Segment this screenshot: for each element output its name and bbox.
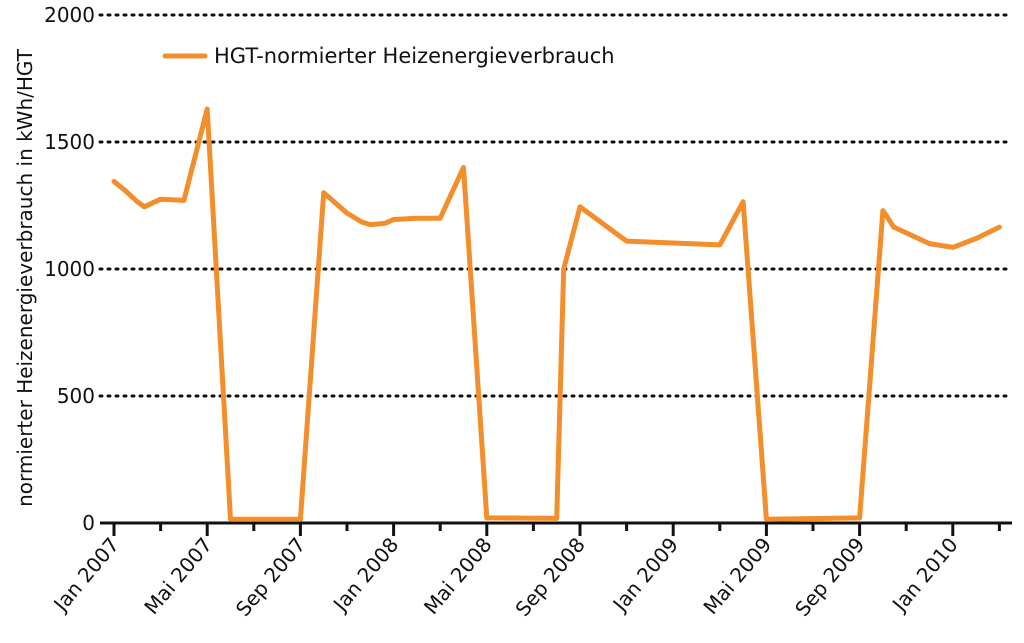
y-tick-label: 2000 [44, 3, 95, 27]
y-tick-labels: 0 500 1000 1500 2000 [44, 3, 95, 535]
x-tick-label: Jan 2010 [886, 533, 962, 617]
x-tick-label: Mai 2008 [419, 533, 497, 619]
series-line [111, 106, 1002, 522]
y-gridlines [98, 13, 1014, 398]
x-tick-label: Sep 2008 [510, 533, 589, 621]
x-tick-label: Jan 2009 [607, 533, 683, 617]
x-tick-labels: Jan 2007 Mai 2007 Sep 2007 Jan 2008 Mai 2008… [48, 533, 963, 621]
x-tick-label: Mai 2007 [139, 533, 217, 619]
x-axis [100, 521, 1012, 536]
legend: HGT-normierter Heizenergieverbrauch [162, 44, 615, 68]
x-tick-label: Jan 2008 [327, 533, 403, 617]
x-tick-label: Jan 2007 [48, 533, 124, 617]
y-axis-label: normierter Heizenergieverbrauch in kWh/H… [13, 48, 37, 507]
y-tick-label: 0 [82, 511, 95, 535]
y-tick-label: 1500 [44, 130, 95, 154]
legend-label: HGT-normierter Heizenergieverbrauch [214, 44, 615, 68]
x-tick-label: Mai 2009 [698, 533, 776, 619]
series-group [111, 106, 1002, 522]
x-tick-label: Sep 2009 [790, 533, 869, 621]
x-tick-label: Sep 2007 [231, 533, 310, 621]
y-tick-label: 500 [57, 384, 95, 408]
y-tick-label: 1000 [44, 257, 95, 281]
